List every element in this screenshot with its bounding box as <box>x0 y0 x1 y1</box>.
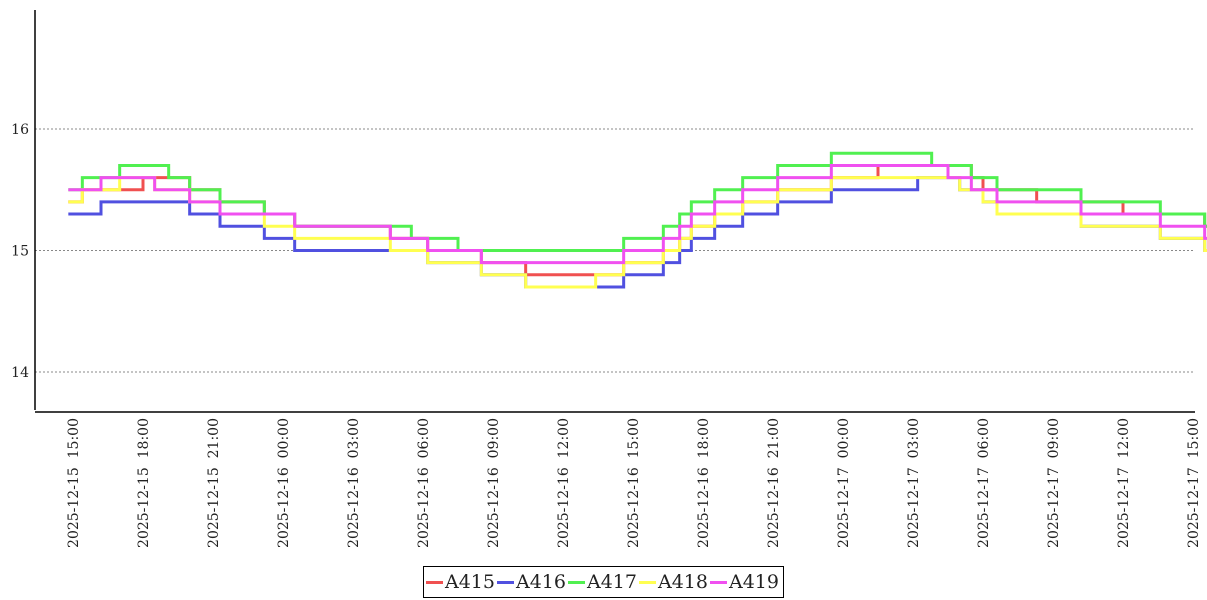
y-tick-labels: 14 15 16 <box>11 122 29 381</box>
legend-swatch-a417 <box>568 580 585 584</box>
legend-item-a419: A419 <box>710 571 779 593</box>
x-tick-label: 2025-12-15 18:00 <box>136 418 152 548</box>
legend-item-a415: A415 <box>426 571 495 593</box>
legend: A415 A416 A417 A418 A419 <box>423 566 784 598</box>
x-tick-label: 2025-12-16 00:00 <box>276 418 292 548</box>
legend-label-a419: A419 <box>729 571 779 593</box>
x-tick-label: 2025-12-16 12:00 <box>556 418 572 548</box>
x-tick-label: 2025-12-17 03:00 <box>906 418 922 548</box>
legend-label-a415: A415 <box>445 571 495 593</box>
legend-item-a418: A418 <box>639 571 708 593</box>
series-line-a417 <box>68 151 1207 252</box>
x-tick-labels: 2025-12-15 15:00 2025-12-15 18:00 2025-12-… <box>66 418 1202 548</box>
x-tick-label: 2025-12-15 15:00 <box>66 418 82 548</box>
legend-swatch-a415 <box>426 580 443 584</box>
legend-item-a417: A417 <box>568 571 637 593</box>
legend-label-a418: A418 <box>658 571 708 593</box>
legend-swatch-a416 <box>497 580 514 584</box>
x-tick-label: 2025-12-15 21:00 <box>206 418 222 548</box>
x-tick-label: 2025-12-17 12:00 <box>1116 418 1132 548</box>
legend-item-a416: A416 <box>497 571 566 593</box>
x-tick-label: 2025-12-17 00:00 <box>836 418 852 548</box>
series-line-a416 <box>68 176 1207 289</box>
series-line-a419 <box>68 163 1207 265</box>
legend-swatch-a419 <box>710 580 727 584</box>
x-tick-label: 2025-12-16 09:00 <box>486 418 502 548</box>
series-lines <box>68 151 1207 289</box>
series-line-a418 <box>68 176 1207 289</box>
x-tick-label: 2025-12-16 15:00 <box>626 418 642 548</box>
x-tick-label: 2025-12-16 21:00 <box>766 418 782 548</box>
x-tick-label: 2025-12-16 06:00 <box>416 418 432 548</box>
axes <box>34 10 1195 413</box>
x-tick-label: 2025-12-16 18:00 <box>696 418 712 548</box>
legend-label-a417: A417 <box>587 571 637 593</box>
y-tick-label: 15 <box>11 244 29 260</box>
x-tick-label: 2025-12-17 06:00 <box>976 418 992 548</box>
y-tick-label: 14 <box>11 365 29 381</box>
x-tick-label: 2025-12-17 09:00 <box>1046 418 1062 548</box>
x-tick-label: 2025-12-17 15:00 <box>1186 418 1202 548</box>
legend-label-a416: A416 <box>516 571 566 593</box>
x-tick-label: 2025-12-16 03:00 <box>346 418 362 548</box>
series-line-a415 <box>68 163 1207 277</box>
y-tick-label: 16 <box>11 122 29 138</box>
legend-swatch-a418 <box>639 580 656 584</box>
